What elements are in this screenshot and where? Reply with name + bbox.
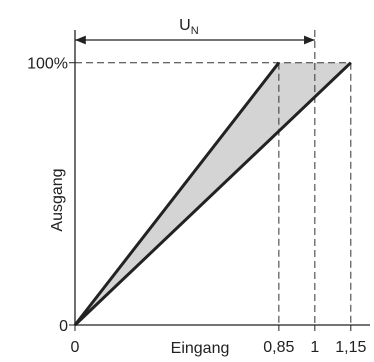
- dimension-symbol: U: [179, 17, 191, 34]
- dimension-label: UN: [179, 17, 199, 37]
- x-tick-label: 0,85: [263, 339, 294, 356]
- x-tick-label: 0: [71, 339, 80, 356]
- x-axis-label: Eingang: [171, 340, 230, 357]
- dimension-subscript: N: [191, 25, 199, 37]
- x-tick-label: 1,15: [335, 339, 366, 356]
- y-tick-label: 0: [59, 318, 68, 335]
- x-tick-label: 1: [310, 339, 319, 356]
- line: [73, 61, 352, 327]
- line: [73, 61, 281, 326]
- y-axis-label: Ausgang: [49, 168, 66, 231]
- y-tick-label: 100%: [27, 56, 68, 73]
